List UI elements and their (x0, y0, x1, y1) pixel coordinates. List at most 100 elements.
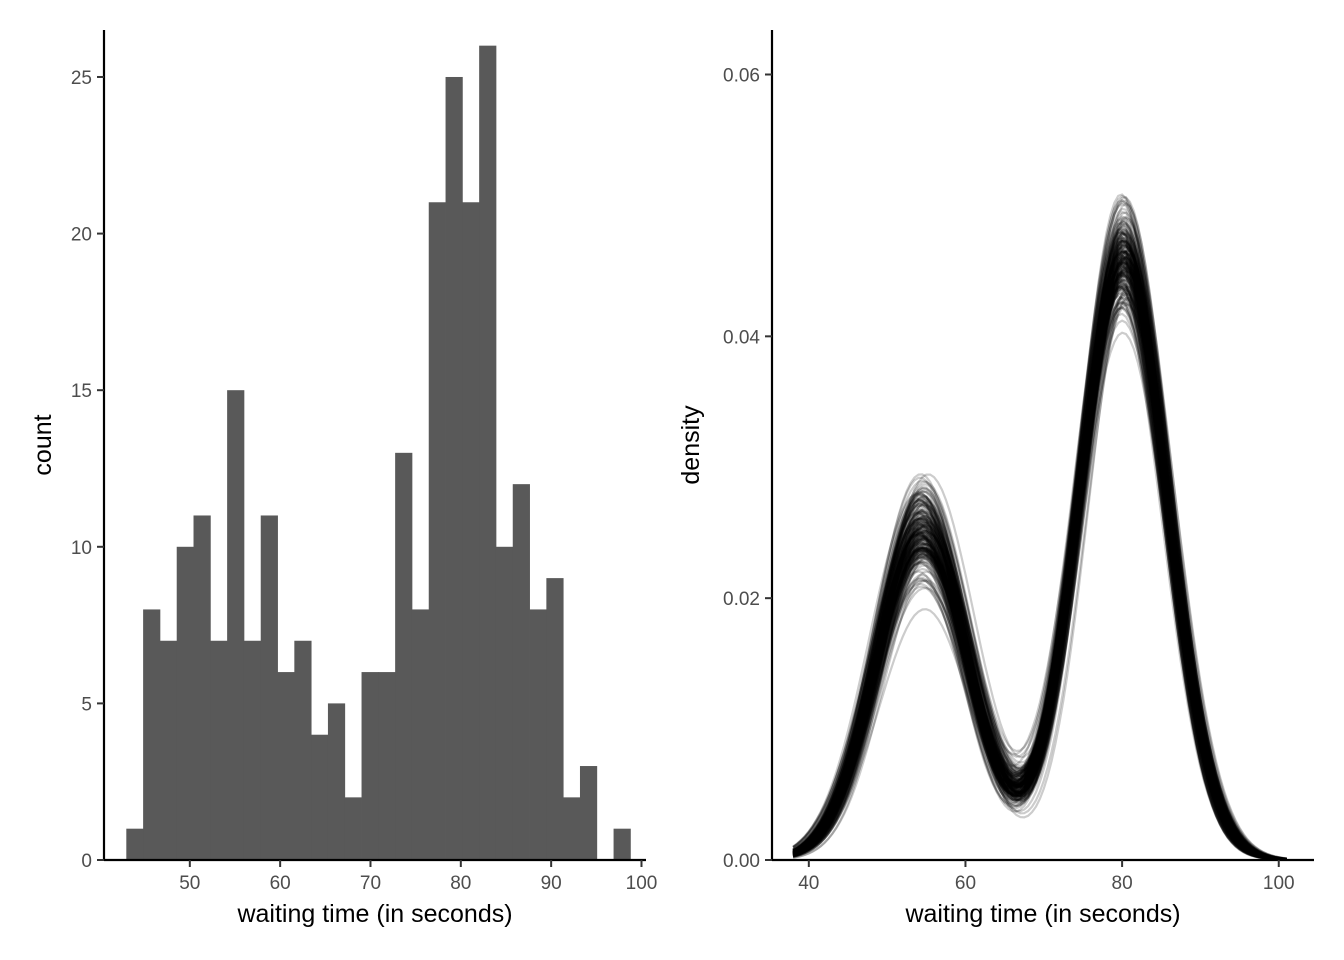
histogram-bar (462, 202, 480, 860)
density-curve (792, 249, 1287, 861)
density-curve (792, 269, 1287, 861)
density-curve (792, 278, 1287, 861)
density-curve (792, 289, 1287, 861)
density-curve (792, 292, 1287, 861)
density-curve (792, 283, 1287, 861)
density-curve (792, 236, 1287, 861)
density-curve (792, 262, 1287, 861)
density-curve (792, 265, 1287, 861)
density-curve (792, 268, 1287, 861)
x-tick-label: 60 (270, 873, 291, 894)
density-curve (792, 272, 1287, 861)
density-curve (792, 267, 1287, 860)
density-curve (792, 237, 1287, 860)
density-curve (792, 272, 1287, 861)
density-curve (792, 319, 1287, 861)
density-curve (792, 231, 1287, 861)
density-curve (792, 193, 1287, 861)
density-curve (792, 220, 1287, 861)
density-curve (792, 262, 1287, 861)
histogram-bars (126, 45, 631, 860)
density-curve (792, 246, 1287, 860)
density-curve (792, 278, 1287, 861)
density-curve (792, 249, 1287, 861)
density-curve (792, 239, 1287, 861)
density-curve (792, 244, 1287, 861)
density-curve (792, 232, 1287, 861)
density-curve (792, 294, 1287, 861)
density-curve (792, 291, 1287, 860)
density-curve (792, 268, 1287, 861)
density-curve (792, 260, 1287, 861)
density-curve (792, 249, 1287, 861)
density-curve (792, 255, 1287, 861)
histogram-bar (210, 640, 228, 860)
density-curve (792, 235, 1287, 861)
density-curve (792, 296, 1287, 861)
histogram-bar (512, 484, 530, 860)
density-curve (792, 210, 1287, 861)
density-curve (792, 294, 1287, 861)
density-curve (792, 257, 1287, 861)
density-curve (792, 233, 1287, 861)
histogram-x-ticks: 50 60 70 80 90 100 (179, 860, 657, 894)
density-curve (792, 254, 1287, 860)
density-curve (792, 285, 1287, 861)
density-curve (792, 276, 1287, 861)
density-curve (792, 287, 1287, 860)
density-curve (792, 224, 1287, 861)
density-curve (792, 241, 1287, 861)
density-curve (792, 261, 1287, 861)
density-curve (792, 245, 1287, 861)
density-curve (792, 292, 1287, 861)
histogram-bar (495, 546, 514, 860)
histogram-bar (479, 45, 497, 860)
density-curve (792, 240, 1287, 861)
density-curve (792, 258, 1287, 861)
density-curve (792, 278, 1287, 861)
x-tick-label: 40 (798, 873, 819, 894)
y-tick-label: 0.04 (723, 327, 760, 348)
y-tick-label: 0.00 (723, 851, 760, 872)
density-curve (792, 263, 1287, 861)
density-curve (792, 265, 1287, 861)
density-curve (792, 300, 1287, 861)
density-curve (792, 250, 1287, 861)
density-curve (792, 301, 1287, 861)
density-curve (792, 237, 1287, 861)
density-curve (792, 218, 1287, 861)
histogram-bar (176, 546, 194, 860)
density-curve (792, 245, 1287, 861)
density-curve (792, 266, 1287, 861)
histogram-bar (294, 640, 312, 860)
density-curve (792, 243, 1287, 861)
density-curve (792, 239, 1287, 861)
density-curve (792, 225, 1287, 860)
histogram-bar (311, 734, 329, 860)
y-tick-label: 15 (71, 381, 92, 402)
density-curve (792, 246, 1287, 861)
x-tick-label: 70 (360, 873, 381, 894)
density-curve (792, 260, 1287, 861)
density-curve (792, 290, 1287, 861)
density-curve (792, 274, 1287, 861)
density-curve (792, 263, 1287, 861)
density-curve (792, 272, 1287, 861)
histogram-bar (344, 797, 362, 860)
density-curve (792, 261, 1287, 860)
density-curve (792, 296, 1287, 861)
density-curve (792, 296, 1287, 861)
density-curve (792, 300, 1287, 861)
density-curve (792, 243, 1287, 861)
density-curve (792, 251, 1287, 861)
density-curve (792, 285, 1287, 861)
density-curve (792, 268, 1287, 861)
density-curve (792, 285, 1287, 861)
density-curve (792, 239, 1287, 861)
x-tick-label: 80 (1112, 873, 1133, 894)
density-curve (792, 271, 1287, 861)
density-curve (792, 270, 1287, 861)
density-curve (792, 331, 1287, 861)
density-curve (792, 254, 1287, 861)
